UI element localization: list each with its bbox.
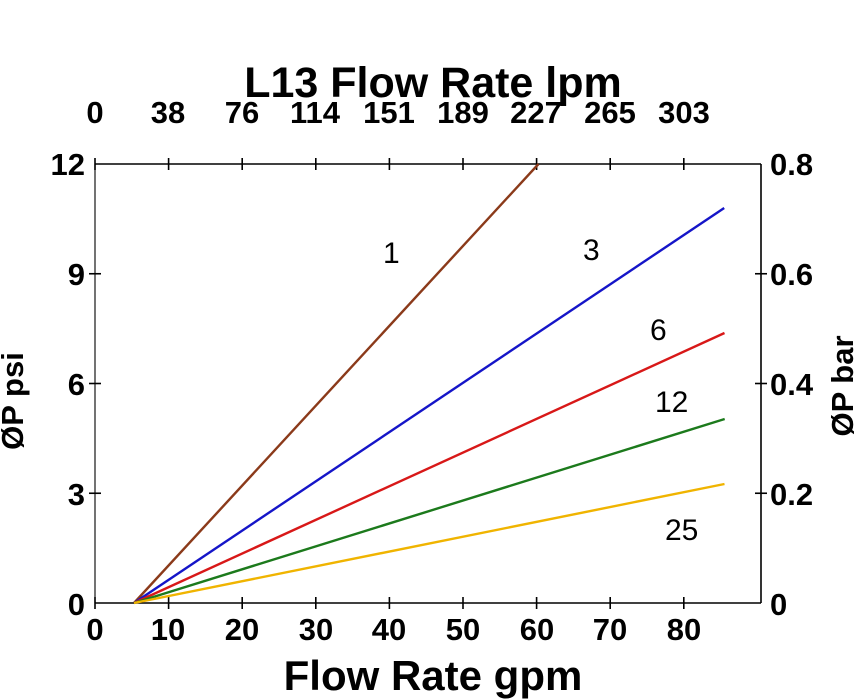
svg-text:1: 1 xyxy=(383,237,400,270)
svg-text:6: 6 xyxy=(650,314,667,347)
svg-text:3: 3 xyxy=(583,234,600,267)
svg-text:25: 25 xyxy=(665,514,698,547)
svg-text:12: 12 xyxy=(655,386,688,419)
